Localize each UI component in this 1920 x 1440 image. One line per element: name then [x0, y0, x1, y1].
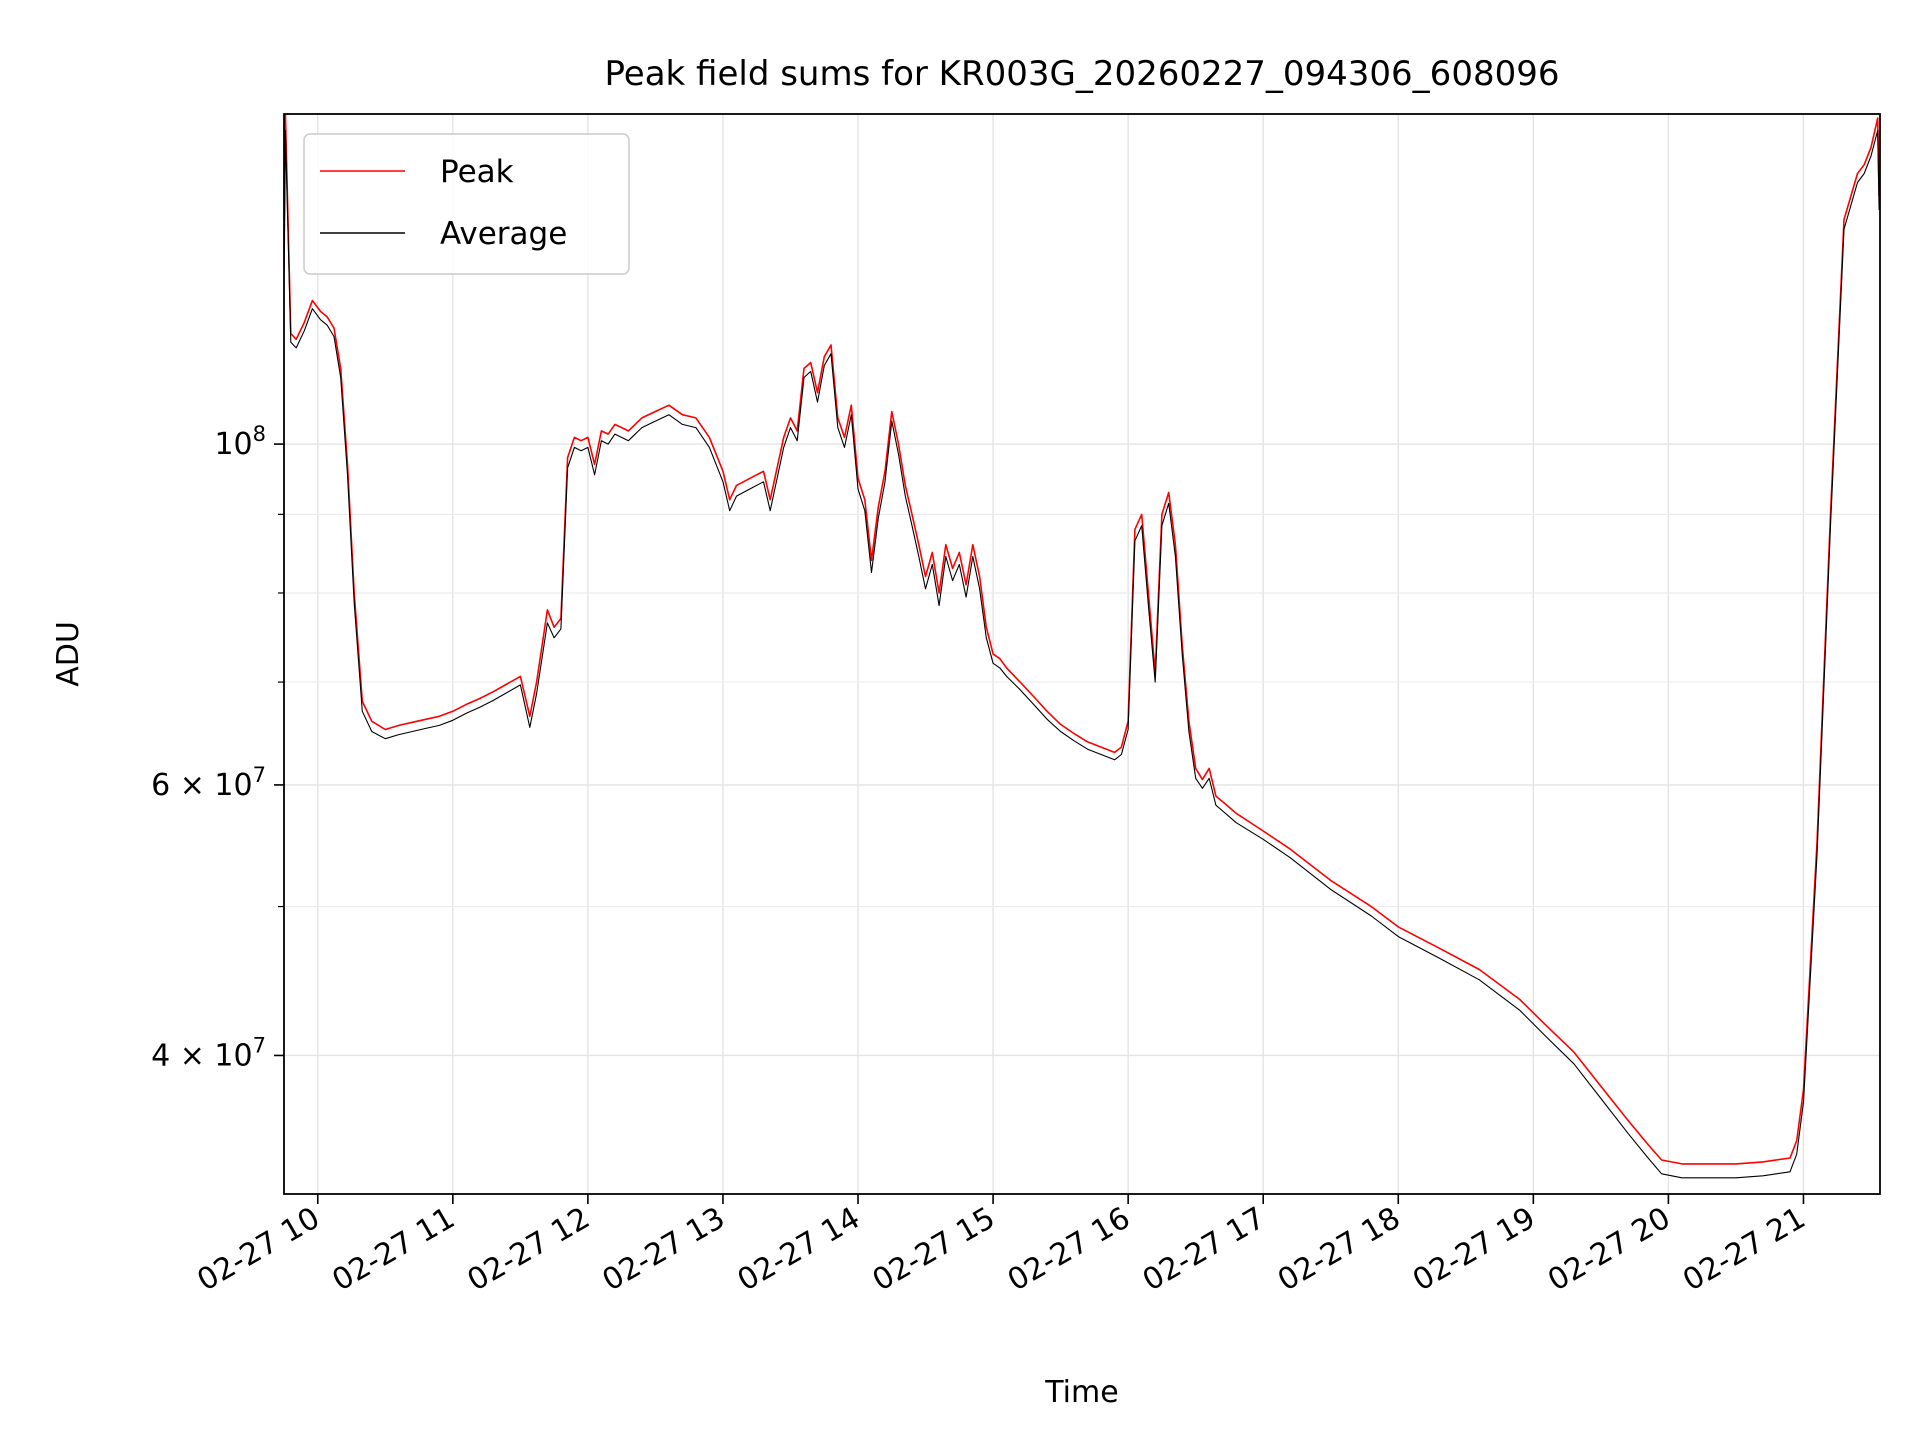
x-tick-label: 02-27 11: [327, 1201, 461, 1299]
x-tick-label: 02-27 18: [1272, 1201, 1406, 1299]
x-tick-label: 02-27 19: [1407, 1201, 1541, 1299]
x-tick-label: 02-27 14: [732, 1201, 866, 1299]
x-tick-label: 02-27 13: [597, 1201, 731, 1299]
legend-label-peak: Peak: [440, 154, 514, 190]
series-line-peak: [284, 114, 1880, 1165]
series-line-average: [284, 129, 1880, 1179]
x-tick-label: 02-27 20: [1542, 1201, 1676, 1299]
y-tick-label: 6 × 107: [151, 763, 266, 803]
grid-lines: [284, 114, 1880, 1194]
x-axis-label: Time: [1044, 1375, 1118, 1410]
chart-title: Peak field sums for KR003G_20260227_0943…: [605, 54, 1560, 94]
x-tick-label: 02-27 10: [191, 1201, 325, 1299]
legend: Peak Average: [303, 133, 630, 275]
y-tick-label: 4 × 107: [151, 1033, 266, 1073]
plot-area-frame: [283, 113, 1881, 1195]
series-lines: [284, 114, 1880, 1179]
y-axis-ticks: 4 × 107 6 × 107 108: [151, 422, 284, 1073]
legend-label-average: Average: [440, 216, 567, 252]
x-tick-label: 02-27 17: [1137, 1201, 1271, 1299]
legend-box: [303, 133, 630, 275]
x-tick-label: 02-27 15: [867, 1201, 1001, 1299]
y-axis-label: ADU: [51, 621, 86, 687]
x-tick-label: 02-27 12: [462, 1201, 596, 1299]
x-tick-label: 02-27 21: [1677, 1201, 1811, 1299]
y-tick-label: 108: [214, 422, 266, 462]
x-tick-label: 02-27 16: [1002, 1201, 1136, 1299]
x-axis-ticks: 02-27 10 02-27 11 02-27 12 02-27 13 02-27 14…: [191, 1194, 1811, 1298]
